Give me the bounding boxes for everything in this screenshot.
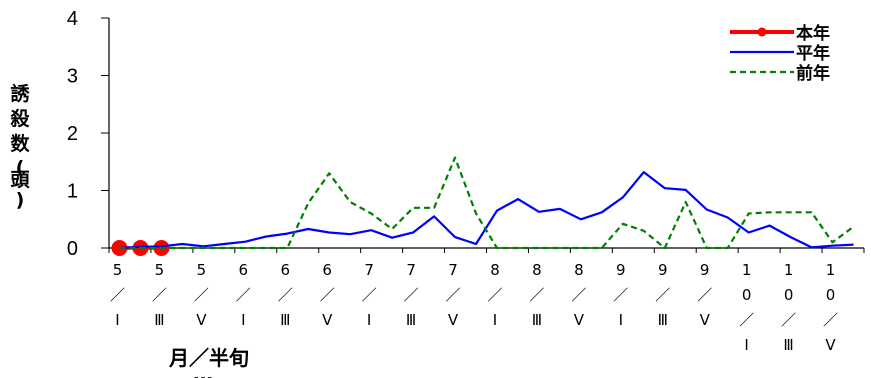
x-tick-label: 9	[616, 261, 626, 279]
x-tick-label: 6	[322, 261, 332, 279]
x-tick-label: ／	[194, 286, 209, 304]
y-tick-label: 1	[67, 181, 78, 203]
x-tick-label: 5	[197, 261, 207, 279]
x-tick-label: ／	[529, 286, 544, 304]
x-tick-label: 1	[742, 261, 752, 279]
x-tick-label: 0	[784, 286, 794, 304]
x-tick-label: ／	[613, 286, 628, 304]
x-tick-label: ／	[571, 286, 586, 304]
y-tick-label: 4	[67, 8, 78, 30]
x-tick-label: Ⅲ	[532, 311, 542, 329]
x-tick-label: ／	[781, 311, 796, 329]
data-point	[111, 240, 128, 256]
y-tick-labels: 0 1 2 3 4	[67, 8, 78, 260]
x-tick-label: 0	[826, 286, 836, 304]
legend-label: 本年	[796, 23, 830, 44]
x-tick-labels: 5 ／ Ⅰ 5 ／ Ⅲ 5 ／ Ⅴ 6 ／ Ⅰ 6 ／ Ⅲ 6 ／ Ⅴ 7 ／ Ⅰ 7 ／ Ⅲ 7 ／ Ⅴ 8 ／ Ⅰ 8 ／ Ⅲ 8 ／ Ⅴ 9 ／ Ⅰ 9…	[110, 261, 838, 354]
legend-marker	[757, 27, 767, 37]
axes	[101, 17, 865, 253]
x-tick-label: 5	[155, 261, 165, 279]
x-tick-label: Ⅰ	[367, 311, 371, 329]
x-tick-label: Ⅲ	[783, 336, 793, 354]
y-tick-label: 0	[67, 238, 78, 260]
x-tick-label: ／	[362, 286, 377, 304]
x-tick-label: 5	[113, 261, 123, 279]
x-tick-label: Ⅴ	[196, 311, 207, 329]
series-line-prev-year	[119, 156, 855, 250]
x-tick-label: ／	[320, 286, 335, 304]
x-tick-label: ／	[278, 286, 293, 304]
x-tick-label: ／	[110, 286, 125, 304]
x-tick-label: Ⅰ	[241, 311, 245, 329]
y-tick-label: 3	[67, 66, 78, 88]
y-axis-label: 誘殺数(頭)	[9, 82, 30, 211]
x-tick-label: 0	[742, 286, 752, 304]
legend-label: 前年	[796, 63, 830, 84]
x-tick-label: Ⅴ	[574, 311, 585, 329]
x-tick-label: ／	[697, 286, 712, 304]
x-tick-label: 7	[364, 261, 374, 279]
x-tick-label: 7	[448, 261, 458, 279]
x-tick-label: Ⅰ	[619, 311, 623, 329]
x-tick-label: Ⅲ	[154, 311, 164, 329]
x-tick-label: 8	[532, 261, 542, 279]
x-tick-label: 6	[239, 261, 249, 279]
x-tick-label: Ⅴ	[825, 336, 836, 354]
x-tick-label: 7	[406, 261, 416, 279]
x-tick-label: 8	[490, 261, 500, 279]
x-axis-label-overflow: …	[193, 362, 213, 378]
series-line-normal-year	[119, 171, 854, 250]
y-tick-label: 2	[67, 123, 78, 145]
x-tick-label: 8	[574, 261, 584, 279]
x-tick-label: ／	[823, 311, 838, 329]
x-tick-label: Ⅴ	[700, 311, 711, 329]
x-tick-label: ／	[739, 311, 754, 329]
x-axis-label: 月／半旬	[168, 346, 249, 370]
x-tick-label: Ⅴ	[448, 311, 459, 329]
x-tick-label: 9	[658, 261, 668, 279]
x-tick-label: Ⅰ	[493, 311, 497, 329]
legend-label: 平年	[796, 43, 830, 64]
x-tick-label: 1	[826, 261, 836, 279]
x-tick-label: 6	[280, 261, 290, 279]
x-tick-label: Ⅲ	[280, 311, 290, 329]
x-tick-label: 1	[784, 261, 794, 279]
x-tick-label: Ⅲ	[406, 311, 416, 329]
x-tick-label: 9	[700, 261, 710, 279]
x-tick-label: ／	[404, 286, 419, 304]
x-tick-label: ／	[487, 286, 502, 304]
x-tick-label: ／	[236, 286, 251, 304]
x-tick-label: ／	[655, 286, 670, 304]
x-tick-label: Ⅲ	[658, 311, 668, 329]
series-lines	[111, 156, 855, 256]
x-tick-label: Ⅰ	[744, 336, 748, 354]
x-tick-label: ／	[446, 286, 461, 304]
x-tick-label: ／	[152, 286, 167, 304]
x-tick-label: Ⅴ	[322, 311, 333, 329]
x-tick-label: Ⅰ	[115, 311, 119, 329]
